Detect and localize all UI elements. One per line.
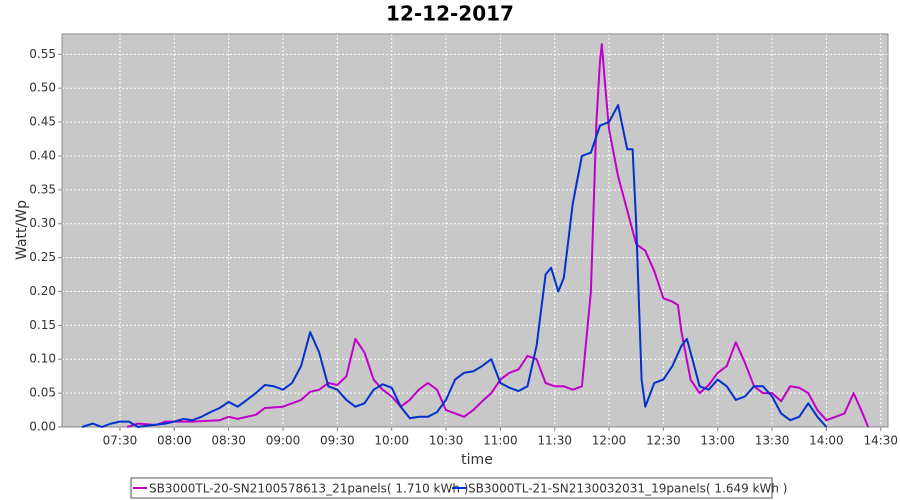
y-tick-label: 0.05 [29, 386, 56, 400]
x-tick-label: 12:30 [646, 434, 681, 448]
legend-label: SB3000TL-21-SN2130032031_19panels( 1.649… [468, 482, 787, 496]
y-tick-label: 0.50 [29, 81, 56, 95]
y-tick-label: 0.25 [29, 250, 56, 264]
data-line [126, 43, 870, 428]
x-tick-label: 12:00 [592, 434, 627, 448]
x-tick-label: 07:30 [103, 434, 138, 448]
y-tick-label: 0.10 [29, 352, 56, 366]
y-tick-label: 0.55 [29, 47, 56, 61]
x-tick-label: 08:00 [157, 434, 192, 448]
legend-label: SB3000TL-20-SN2100578613_21panels( 1.710… [149, 482, 468, 496]
x-tick-label: 08:30 [211, 434, 246, 448]
x-tick-label: 14:00 [809, 434, 844, 448]
x-tick-label: 09:00 [266, 434, 301, 448]
x-tick-label: 11:30 [537, 434, 572, 448]
y-tick-label: 0.15 [29, 318, 56, 332]
legend-box [130, 477, 773, 499]
data-line [81, 104, 828, 428]
x-tick-label: 10:00 [374, 434, 409, 448]
x-tick-label: 13:30 [755, 434, 790, 448]
y-tick-label: 0.00 [29, 420, 56, 434]
x-tick-label: 09:30 [320, 434, 355, 448]
y-tick-label: 0.30 [29, 216, 56, 230]
plot-border [61, 33, 889, 428]
y-tick-label: 0.40 [29, 148, 56, 162]
y-tick-label: 0.35 [29, 182, 56, 196]
y-tick-label: 0.20 [29, 284, 56, 298]
x-axis-label: time [461, 452, 493, 468]
y-axis-label: Watt/Wp [14, 200, 30, 260]
x-tick-label: 14:30 [863, 434, 898, 448]
plot-background [62, 34, 888, 427]
x-tick-label: 11:00 [483, 434, 518, 448]
x-tick-label: 13:00 [700, 434, 735, 448]
chart-title: 12-12-2017 [386, 2, 514, 26]
x-tick-label: 10:30 [429, 434, 464, 448]
y-tick-label: 0.45 [29, 115, 56, 129]
